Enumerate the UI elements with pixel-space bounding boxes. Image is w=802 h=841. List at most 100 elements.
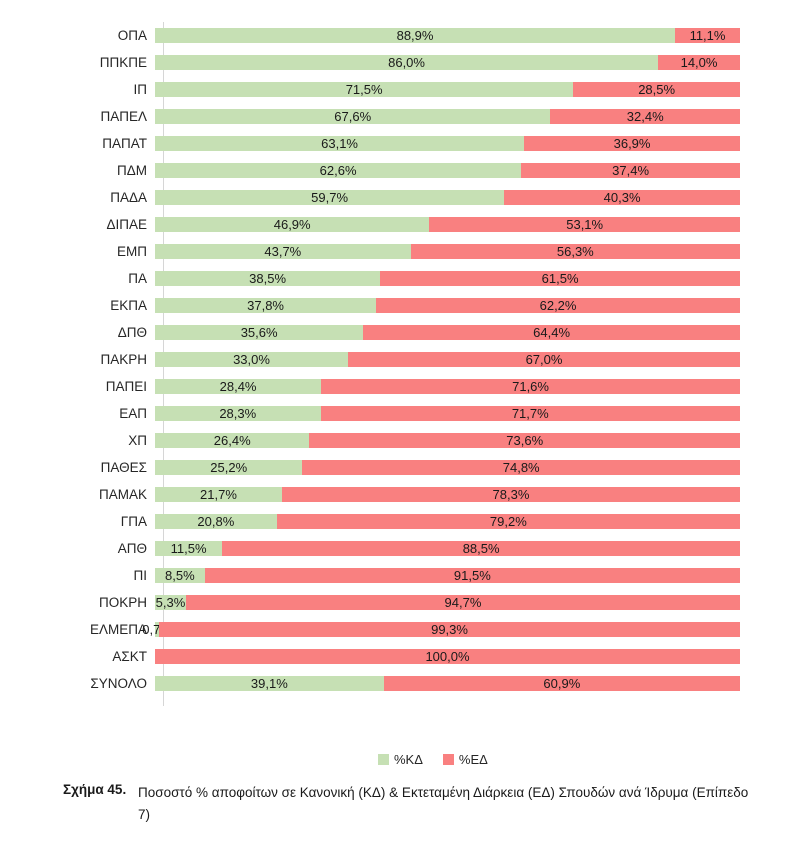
value-label: 78,3% xyxy=(492,487,530,502)
ed-segment: 100,0% xyxy=(155,649,740,664)
ed-segment: 53,1% xyxy=(429,217,740,232)
value-label: 86,0% xyxy=(388,55,425,70)
ed-segment: 99,3% xyxy=(159,622,740,637)
ed-segment: 61,5% xyxy=(380,271,740,286)
chart-row: ΠΑΘΕΣ 25,2% 74,8% xyxy=(0,454,802,481)
bar-track: 5,3% 94,7% xyxy=(155,595,740,610)
kd-segment: 35,6% xyxy=(155,325,364,340)
value-label: 59,7% xyxy=(311,190,349,205)
value-label: 35,6% xyxy=(240,325,278,340)
kd-segment: 88,9% xyxy=(155,28,676,43)
kd-segment: 39,1% xyxy=(155,676,384,691)
kd-segment: 33,0% xyxy=(155,352,349,367)
bar-track: 11,5% 88,5% xyxy=(155,541,740,556)
bar-track: 28,3% 71,7% xyxy=(155,406,740,421)
value-label: 79,2% xyxy=(489,514,527,529)
ed-segment: 71,7% xyxy=(320,406,740,421)
value-label: 62,6% xyxy=(319,163,357,178)
value-label: 71,6% xyxy=(512,379,549,394)
ed-segment: 32,4% xyxy=(550,109,740,124)
chart-row: ΠΑΠΑΤ 63,1% 36,9% xyxy=(0,130,802,157)
chart-row: ΠΠΚΠΕ 86,0% 14,0% xyxy=(0,49,802,76)
kd-segment: 46,9% xyxy=(155,217,430,232)
kd-segment: 28,3% xyxy=(155,406,321,421)
kd-segment: 28,4% xyxy=(155,379,322,394)
bar-track: 46,9% 53,1% xyxy=(155,217,740,232)
chart-row: ΕΛΜΕΠΑ 0,7% 99,3% xyxy=(0,616,802,643)
ed-segment: 78,3% xyxy=(281,487,740,502)
category-label: ΠΑΔΑ xyxy=(110,190,147,205)
category-label: ΓΠΑ xyxy=(120,514,147,529)
kd-segment: 25,2% xyxy=(155,460,303,475)
ed-segment: 11,1% xyxy=(675,28,740,43)
value-label: 21,7% xyxy=(200,487,237,502)
value-label: 40,3% xyxy=(603,190,641,205)
ed-segment: 28,5% xyxy=(573,82,740,97)
chart-row: ΠΑΜΑΚ 21,7% 78,3% xyxy=(0,481,802,508)
chart-row: ΠΟΚΡΗ 5,3% 94,7% xyxy=(0,589,802,616)
chart-row: ΙΠ 71,5% 28,5% xyxy=(0,76,802,103)
value-label: 5,3% xyxy=(155,595,186,610)
value-label: 74,8% xyxy=(502,460,540,475)
chart-row: ΟΠΑ 88,9% 11,1% xyxy=(0,22,802,49)
value-label: 28,3% xyxy=(219,406,257,421)
figure-caption: Σχήμα 45. Ποσοστό % αποφοίτων σε Κανονικ… xyxy=(63,782,750,827)
category-label: ΠΑ xyxy=(128,271,147,286)
kd-segment: 63,1% xyxy=(155,136,525,151)
kd-segment: 71,5% xyxy=(155,82,574,97)
legend-kd-label: %ΚΔ xyxy=(394,752,423,767)
ed-segment: 40,3% xyxy=(504,190,740,205)
chart-row: ΓΠΑ 20,8% 79,2% xyxy=(0,508,802,535)
category-label: ΠΠΚΠΕ xyxy=(99,55,147,70)
bar-track: 43,7% 56,3% xyxy=(155,244,740,259)
ed-segment: 62,2% xyxy=(376,298,740,313)
kd-segment: 21,7% xyxy=(155,487,282,502)
ed-segment: 74,8% xyxy=(302,460,740,475)
kd-segment: 20,8% xyxy=(155,514,277,529)
category-label: ΠΟΚΡΗ xyxy=(98,595,147,610)
bar-track: 59,7% 40,3% xyxy=(155,190,740,205)
ed-segment: 79,2% xyxy=(276,514,740,529)
bar-track: 8,5% 91,5% xyxy=(155,568,740,583)
value-label: 46,9% xyxy=(273,217,311,232)
ed-segment: 14,0% xyxy=(658,55,740,70)
value-label: 36,9% xyxy=(613,136,651,151)
value-label: 20,8% xyxy=(197,514,235,529)
category-label: ΠΔΜ xyxy=(116,163,147,178)
value-label: 33,0% xyxy=(233,352,270,367)
ed-segment: 94,7% xyxy=(186,595,740,610)
value-label: 67,0% xyxy=(525,352,563,367)
kd-segment: 86,0% xyxy=(155,55,659,70)
value-label: 11,5% xyxy=(170,541,207,556)
ed-segment: 73,6% xyxy=(309,433,740,448)
bar-track: 86,0% 14,0% xyxy=(155,55,740,70)
chart-rows: ΟΠΑ 88,9% 11,1% ΠΠΚΠΕ 86,0% 14,0% ΙΠ 71,5% 28,5%… xyxy=(0,22,802,706)
category-label: ΠΑΠΕΙ xyxy=(105,379,147,394)
figure-number: Σχήμα 45. xyxy=(63,782,127,797)
value-label: 88,5% xyxy=(462,541,500,556)
value-label: 28,4% xyxy=(219,379,257,394)
category-label: ΕΚΠΑ xyxy=(110,298,147,313)
chart-row: ΔΠΘ 35,6% 64,4% xyxy=(0,319,802,346)
kd-segment: 8,5% xyxy=(155,568,205,583)
category-label: ΟΠΑ xyxy=(117,28,147,43)
value-label: 94,7% xyxy=(444,595,482,610)
bar-track: 71,5% 28,5% xyxy=(155,82,740,97)
chart-row: ΠΑΚΡΗ 33,0% 67,0% xyxy=(0,346,802,373)
value-label: 14,0% xyxy=(680,55,718,70)
category-label: ΕΜΠ xyxy=(117,244,147,259)
value-label: 71,7% xyxy=(511,406,549,421)
value-label: 63,1% xyxy=(321,136,358,151)
chart-row: ΣΥΝΟΛΟ 39,1% 60,9% xyxy=(0,670,802,697)
category-label: ΠΑΠΑΤ xyxy=(102,136,147,151)
value-label: 64,4% xyxy=(533,325,571,340)
legend-ed-label: %ΕΔ xyxy=(458,752,488,767)
value-label: 73,6% xyxy=(506,433,544,448)
kd-segment: 67,6% xyxy=(155,109,551,124)
category-label: ΧΠ xyxy=(128,433,147,448)
bar-track: 35,6% 64,4% xyxy=(155,325,740,340)
value-label: 91,5% xyxy=(453,568,491,583)
value-label: 62,2% xyxy=(539,298,577,313)
ed-segment: 56,3% xyxy=(410,244,740,259)
